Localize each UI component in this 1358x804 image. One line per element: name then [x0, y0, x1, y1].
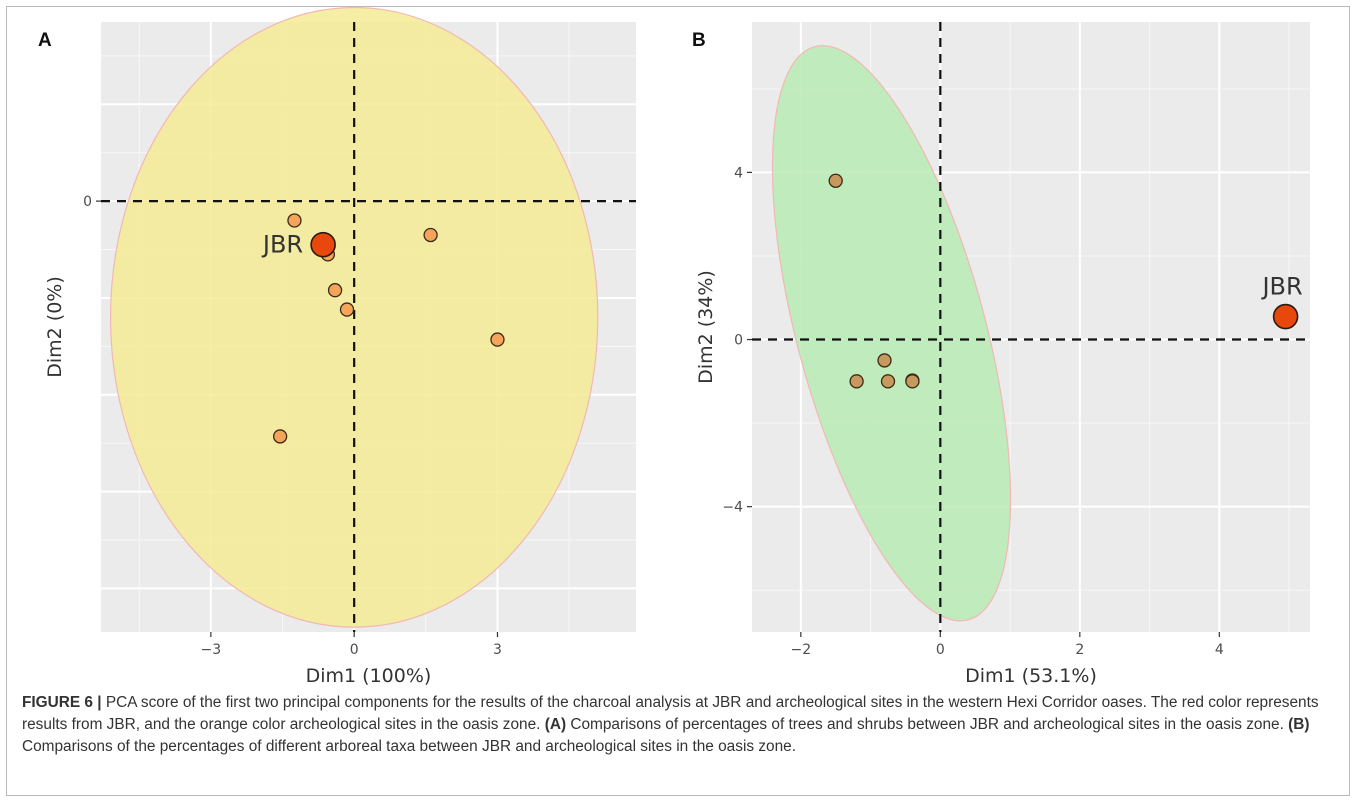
jbr-point: [310, 231, 336, 258]
x-axis-title: Dim1 (100%): [306, 665, 432, 687]
data-point: [880, 374, 896, 389]
data-point: [849, 374, 864, 389]
data-point: [339, 302, 355, 317]
data-point: [272, 429, 288, 444]
jbr-label: JBR: [1260, 273, 1302, 301]
y-axis-title: Dim2 (0%): [44, 276, 66, 378]
figure-caption: FIGURE 6 | PCA score of the first two pr…: [22, 692, 1342, 758]
jbr-label: JBR: [261, 231, 303, 259]
x-tick-label: 0: [350, 642, 359, 658]
x-tick-label: 4: [1215, 642, 1224, 658]
panel-letter: A: [38, 30, 52, 51]
x-tick-label: 2: [1075, 642, 1084, 658]
data-point: [287, 213, 302, 228]
x-tick-label: 3: [493, 642, 502, 658]
x-tick-label: 0: [936, 642, 945, 658]
data-point: [905, 374, 920, 389]
x-tick-label: −3: [201, 642, 222, 658]
figure-frame: [6, 6, 1350, 796]
panel-letter: B: [692, 30, 706, 51]
caption-text-1: PCA score of the first two principal com…: [22, 694, 1319, 733]
panel-b: JBR −2 0 2 4 4 0 −4 Dim1 (53.1%) Dim2 (34%) B: [692, 22, 1310, 687]
caption-text-3: Comparisons of the percentages of differ…: [22, 738, 796, 755]
data-point: [423, 227, 438, 243]
y-tick-label: 4: [734, 165, 743, 181]
caption-figure-label: FIGURE 6 |: [22, 694, 102, 711]
caption-label-a: (A): [544, 716, 567, 733]
data-point: [490, 332, 505, 347]
jbr-point: [1272, 303, 1299, 330]
data-point: [828, 173, 843, 188]
caption-label-b: (B): [1288, 716, 1310, 733]
x-axis-title: Dim1 (53.1%): [965, 665, 1097, 687]
x-tick-label: −2: [791, 642, 812, 658]
data-point: [877, 353, 892, 368]
y-tick-label: 0: [83, 194, 92, 210]
y-axis-title: Dim2 (34%): [695, 270, 717, 384]
y-tick-label: 0: [734, 333, 743, 349]
panel-a: JBR −3 0 3 0 Dim1 (100%) Dim2 (0%) A: [38, 6, 636, 687]
caption-text-2: Comparisons of percentages of trees and …: [566, 716, 1289, 733]
confidence-ellipse: [771, 45, 1012, 622]
data-point: [327, 283, 343, 298]
y-tick-label: −4: [722, 500, 743, 516]
